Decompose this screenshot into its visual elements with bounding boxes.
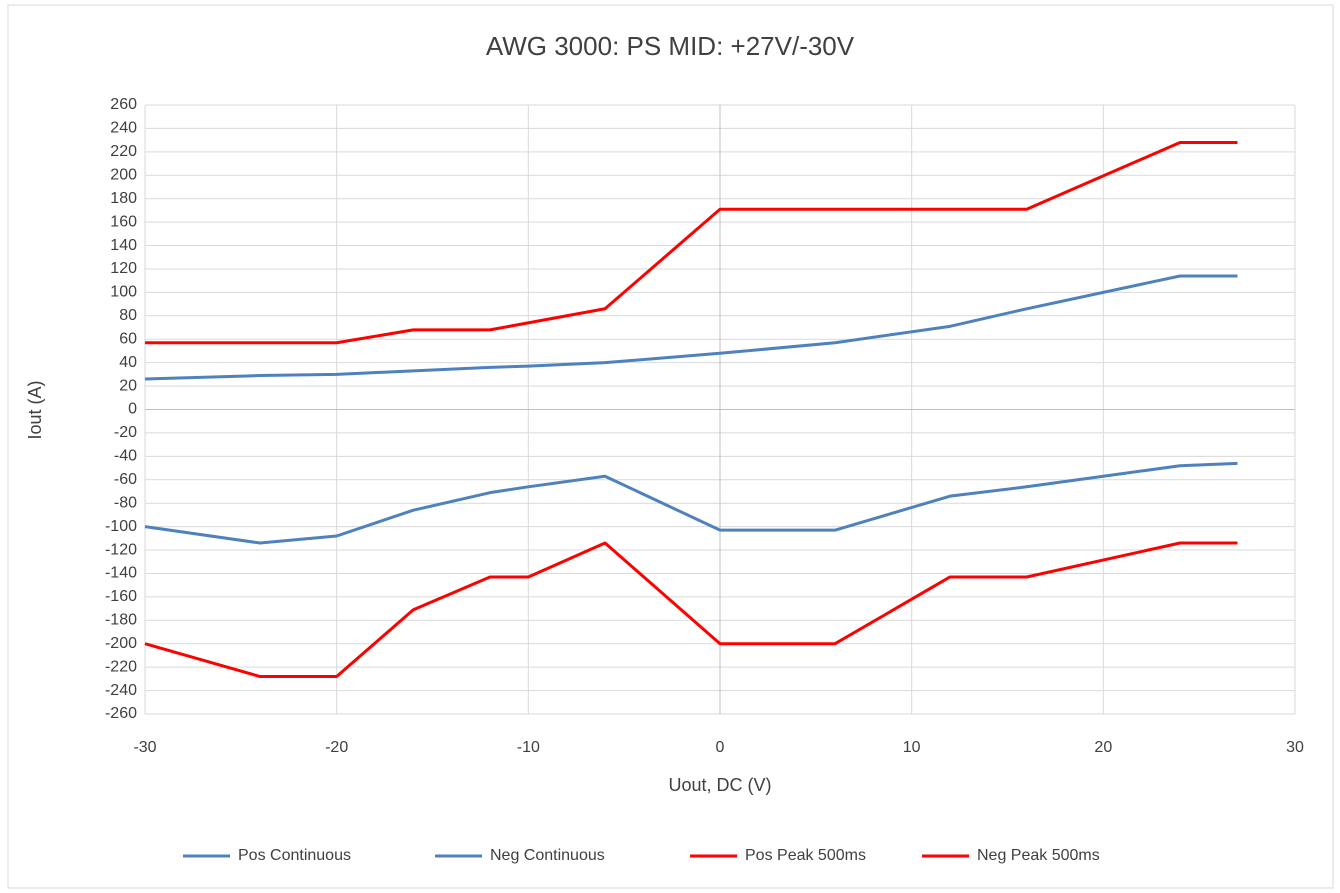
y-tick-label: 220 xyxy=(110,143,137,160)
y-tick-label: -20 xyxy=(114,424,137,441)
y-tick-label: -200 xyxy=(105,635,137,652)
x-tick-label: -30 xyxy=(133,739,156,756)
x-tick-label: -10 xyxy=(517,739,540,756)
y-tick-label: -180 xyxy=(105,612,137,629)
x-tick-label: 0 xyxy=(716,739,725,756)
legend-label: Pos Continuous xyxy=(238,847,351,864)
y-tick-label: 240 xyxy=(110,120,137,137)
x-tick-label: 10 xyxy=(903,739,921,756)
chart-frame xyxy=(7,4,1334,889)
y-tick-label: 20 xyxy=(119,377,137,394)
y-tick-label: -140 xyxy=(105,565,137,582)
y-tick-label: 100 xyxy=(110,284,137,301)
x-tick-label: -20 xyxy=(325,739,348,756)
y-tick-label: -120 xyxy=(105,541,137,558)
legend-label: Pos Peak 500ms xyxy=(745,847,866,864)
series-line xyxy=(145,140,1238,345)
x-tick-label: 30 xyxy=(1286,739,1304,756)
y-tick-label: -160 xyxy=(105,588,137,605)
series-line xyxy=(144,274,1238,381)
y-tick-label: -60 xyxy=(114,471,137,488)
y-tick-label: 140 xyxy=(110,237,137,254)
x-axis-label: Uout, DC (V) xyxy=(668,775,771,795)
y-tick-label: -80 xyxy=(114,494,137,511)
y-tick-label: 160 xyxy=(110,213,137,230)
series-line xyxy=(144,461,1238,545)
legend-label: Neg Peak 500ms xyxy=(977,847,1100,864)
y-tick-label: 60 xyxy=(119,330,137,347)
y-tick-label: -100 xyxy=(105,518,137,535)
x-tick-label: 20 xyxy=(1094,739,1112,756)
y-tick-label: -260 xyxy=(105,705,137,722)
legend-label: Neg Continuous xyxy=(490,847,605,864)
y-tick-label: 40 xyxy=(119,354,137,371)
series-line xyxy=(144,541,1238,679)
y-tick-label: 120 xyxy=(110,260,137,277)
y-axis-label: Iout (A) xyxy=(25,380,45,439)
y-tick-label: -220 xyxy=(105,658,137,675)
y-tick-label: 0 xyxy=(128,401,137,418)
y-tick-label: 200 xyxy=(110,166,137,183)
y-tick-label: 260 xyxy=(110,96,137,113)
y-tick-label: 180 xyxy=(110,190,137,207)
chart-title: AWG 3000: PS MID: +27V/-30V xyxy=(486,31,855,61)
y-tick-label: -40 xyxy=(114,448,137,465)
y-tick-label: -240 xyxy=(105,682,137,699)
y-tick-label: 80 xyxy=(119,307,137,324)
